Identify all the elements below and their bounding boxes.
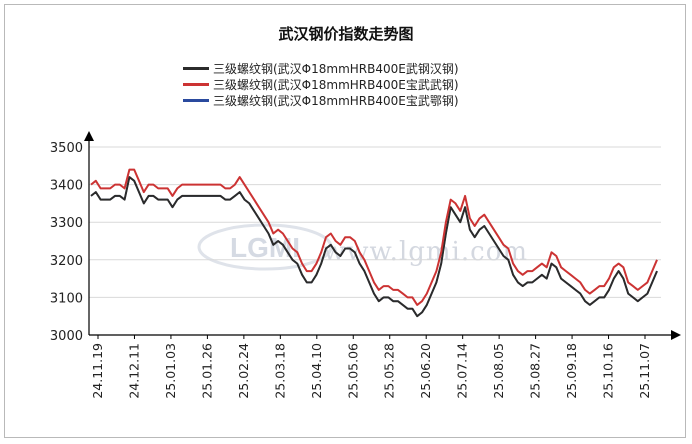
y-tick-label: 3500 — [50, 141, 83, 156]
y-axis-arrow — [84, 131, 94, 141]
x-tick-label: 25.05.06 — [345, 343, 360, 399]
chart-frame: 武汉钢价指数走势图 三级螺纹钢(武汉Φ18mmHRB400E武钢汉钢) 三级螺纹… — [4, 4, 686, 438]
x-axis-arrow — [671, 330, 681, 340]
x-tick-label: 25.01.26 — [199, 343, 214, 399]
x-tick-label: 25.11.07 — [637, 343, 652, 399]
legend-label-series-1: 三级螺纹钢(武汉Φ18mmHRB400E武钢汉钢) — [213, 61, 459, 76]
watermark-logo-text: LGMI — [230, 232, 300, 263]
legend-label-series-3: 三级螺纹钢(武汉Φ18mmHRB400E宝武鄂钢) — [213, 93, 459, 108]
y-tick-label: 3400 — [50, 179, 83, 194]
legend-swatch-series-2 — [183, 82, 209, 86]
x-tick-label: 25.10.16 — [601, 343, 616, 399]
legend-swatch-series-1 — [183, 66, 209, 70]
x-tick-label: 25.08.05 — [491, 343, 506, 399]
series-line-2 — [90, 168, 658, 306]
chart-plot: 3500 3400 3300 3200 3100 3000 24.11.19 24.12.11… — [50, 131, 681, 399]
x-tick-label: 24.12.11 — [126, 343, 141, 399]
watermark-url: www.lgmi.com — [323, 237, 529, 267]
x-tick-label: 25.01.03 — [163, 343, 178, 399]
series-line-1 — [90, 176, 658, 318]
x-tick-label: 25.02.24 — [236, 343, 251, 399]
x-tick-label: 25.08.27 — [528, 343, 543, 399]
legend-swatch-series-3 — [183, 98, 209, 102]
x-tick-label: 25.07.14 — [455, 343, 470, 399]
legend-label-series-2: 三级螺纹钢(武汉Φ18mmHRB400E宝武武钢) — [213, 77, 459, 92]
x-tick-label: 25.04.10 — [309, 343, 324, 399]
x-tick-label: 25.05.28 — [382, 343, 397, 399]
watermark-logo: LGMI — [197, 223, 333, 271]
chart-title: 武汉钢价指数走势图 — [278, 25, 414, 43]
x-tick-label: 24.11.19 — [90, 343, 105, 399]
y-tick-label: 3200 — [50, 254, 83, 269]
x-tick-label: 25.06.20 — [418, 343, 433, 399]
legend-item: 三级螺纹钢(武汉Φ18mmHRB400E宝武武钢) — [183, 76, 459, 92]
y-tick-label: 3000 — [50, 329, 83, 344]
legend-item: 三级螺纹钢(武汉Φ18mmHRB400E宝武鄂钢) — [183, 92, 459, 108]
x-tick-label: 25.09.18 — [564, 343, 579, 399]
y-tick-label: 3300 — [50, 216, 83, 231]
chart-legend: 三级螺纹钢(武汉Φ18mmHRB400E武钢汉钢) 三级螺纹钢(武汉Φ18mmH… — [183, 60, 459, 108]
legend-item: 三级螺纹钢(武汉Φ18mmHRB400E武钢汉钢) — [183, 60, 459, 76]
x-tick-label: 25.03.18 — [272, 343, 287, 399]
y-tick-label: 3100 — [50, 291, 83, 306]
